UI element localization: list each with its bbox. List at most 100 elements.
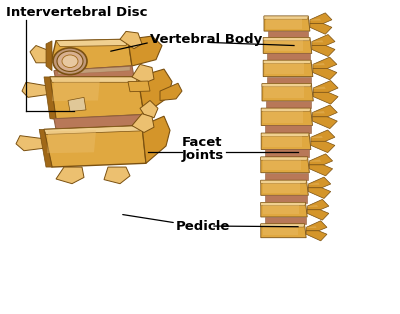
Polygon shape [261,157,310,173]
Polygon shape [262,84,313,101]
Polygon shape [30,46,52,63]
Polygon shape [132,64,154,83]
Polygon shape [264,16,308,19]
Polygon shape [266,101,311,108]
Polygon shape [52,39,132,71]
Polygon shape [52,78,100,101]
Polygon shape [268,31,308,38]
Polygon shape [56,167,84,184]
Polygon shape [261,180,308,195]
Polygon shape [263,136,302,147]
Polygon shape [265,149,309,157]
Polygon shape [308,177,331,188]
Polygon shape [128,36,162,66]
Text: Intervertebral Disc: Intervertebral Disc [6,6,148,19]
Polygon shape [265,125,310,133]
Polygon shape [311,136,323,138]
Polygon shape [312,105,337,117]
Polygon shape [54,115,144,129]
Polygon shape [138,69,172,115]
Polygon shape [306,231,327,241]
Polygon shape [312,40,323,42]
Polygon shape [267,77,311,84]
Polygon shape [313,68,337,80]
Polygon shape [307,210,329,220]
Text: Pedicle: Pedicle [176,219,230,233]
Polygon shape [310,13,332,24]
Polygon shape [140,100,158,118]
Polygon shape [263,160,301,170]
Polygon shape [44,77,56,119]
Polygon shape [263,226,298,235]
Polygon shape [261,108,312,125]
Polygon shape [22,82,50,97]
Polygon shape [261,108,310,111]
Polygon shape [266,19,302,29]
Polygon shape [261,203,306,206]
Polygon shape [50,77,138,82]
Text: Vertebral Body: Vertebral Body [150,33,262,46]
Polygon shape [263,60,313,77]
Polygon shape [263,38,310,41]
Polygon shape [46,41,52,71]
Polygon shape [261,133,311,149]
Polygon shape [261,133,309,136]
Polygon shape [50,77,144,119]
Polygon shape [44,126,146,167]
Polygon shape [264,86,304,98]
Polygon shape [306,226,316,228]
Polygon shape [264,16,310,31]
Polygon shape [307,199,329,210]
Polygon shape [310,165,333,176]
Polygon shape [312,35,335,46]
Ellipse shape [57,51,83,71]
Polygon shape [265,40,303,51]
Polygon shape [262,84,311,87]
Polygon shape [263,183,300,193]
Ellipse shape [53,48,87,75]
Polygon shape [310,154,333,165]
Polygon shape [306,221,327,231]
Polygon shape [310,19,321,20]
Polygon shape [267,53,310,60]
Polygon shape [312,46,335,57]
Polygon shape [68,97,86,111]
Polygon shape [263,205,299,214]
Polygon shape [265,195,306,203]
Ellipse shape [62,55,78,68]
Polygon shape [104,167,130,184]
Polygon shape [310,160,321,162]
Polygon shape [265,173,308,180]
Polygon shape [54,66,134,81]
Polygon shape [47,130,96,153]
Polygon shape [39,129,52,167]
Polygon shape [120,31,142,49]
Polygon shape [310,24,332,34]
Text: Facet: Facet [182,136,222,149]
Polygon shape [313,92,338,104]
Polygon shape [261,203,307,217]
Polygon shape [128,81,150,92]
Polygon shape [263,38,312,53]
Polygon shape [313,81,338,92]
Polygon shape [313,87,326,89]
Polygon shape [160,83,182,100]
Polygon shape [308,188,331,198]
Polygon shape [261,224,304,227]
Polygon shape [261,157,308,160]
Polygon shape [142,116,170,163]
Polygon shape [313,63,325,65]
Polygon shape [311,130,335,141]
Polygon shape [265,63,304,74]
Polygon shape [311,141,335,153]
Polygon shape [307,205,318,207]
Polygon shape [132,114,154,133]
Polygon shape [263,60,311,63]
Text: Joints: Joints [182,149,224,162]
Polygon shape [261,180,306,183]
Polygon shape [312,111,325,113]
Polygon shape [312,117,337,129]
Polygon shape [308,183,320,185]
Polygon shape [265,217,306,224]
Polygon shape [313,57,337,68]
